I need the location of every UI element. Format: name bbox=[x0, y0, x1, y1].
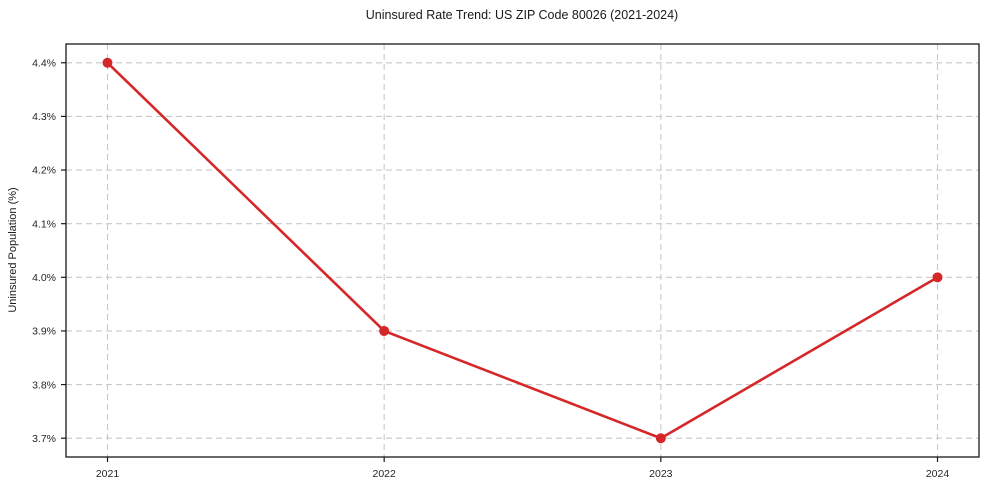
y-tick-label: 4.3% bbox=[32, 111, 56, 123]
y-tick-label: 3.8% bbox=[32, 379, 56, 391]
plot-background bbox=[66, 44, 979, 457]
x-tick-label: 2023 bbox=[649, 468, 673, 480]
trend-line bbox=[106, 61, 939, 440]
chart-title: Uninsured Rate Trend: US ZIP Code 80026 … bbox=[366, 8, 678, 22]
x-tick-label: 2024 bbox=[926, 468, 950, 480]
data-point bbox=[102, 57, 113, 68]
y-tick-label: 4.1% bbox=[32, 218, 56, 230]
y-tick-label: 3.9% bbox=[32, 326, 56, 338]
y-tick-label: 4.0% bbox=[32, 272, 56, 284]
y-tick-label: 4.2% bbox=[32, 165, 56, 177]
x-tick-label: 2021 bbox=[96, 468, 120, 480]
y-tick-label: 3.7% bbox=[32, 433, 56, 445]
plot-frame bbox=[65, 43, 980, 458]
y-axis-label: Uninsured Population (%) bbox=[7, 187, 19, 312]
plot-area: 3.7% 3.8% 3.9% 4.0% 4.1% 4.2% 4.3% 4.4% 2021 2022… bbox=[32, 43, 980, 480]
data-point bbox=[932, 272, 943, 283]
data-point bbox=[379, 325, 390, 336]
data-point bbox=[655, 433, 666, 444]
y-tick-label: 4.4% bbox=[32, 57, 56, 69]
x-tick-label: 2022 bbox=[372, 468, 396, 480]
